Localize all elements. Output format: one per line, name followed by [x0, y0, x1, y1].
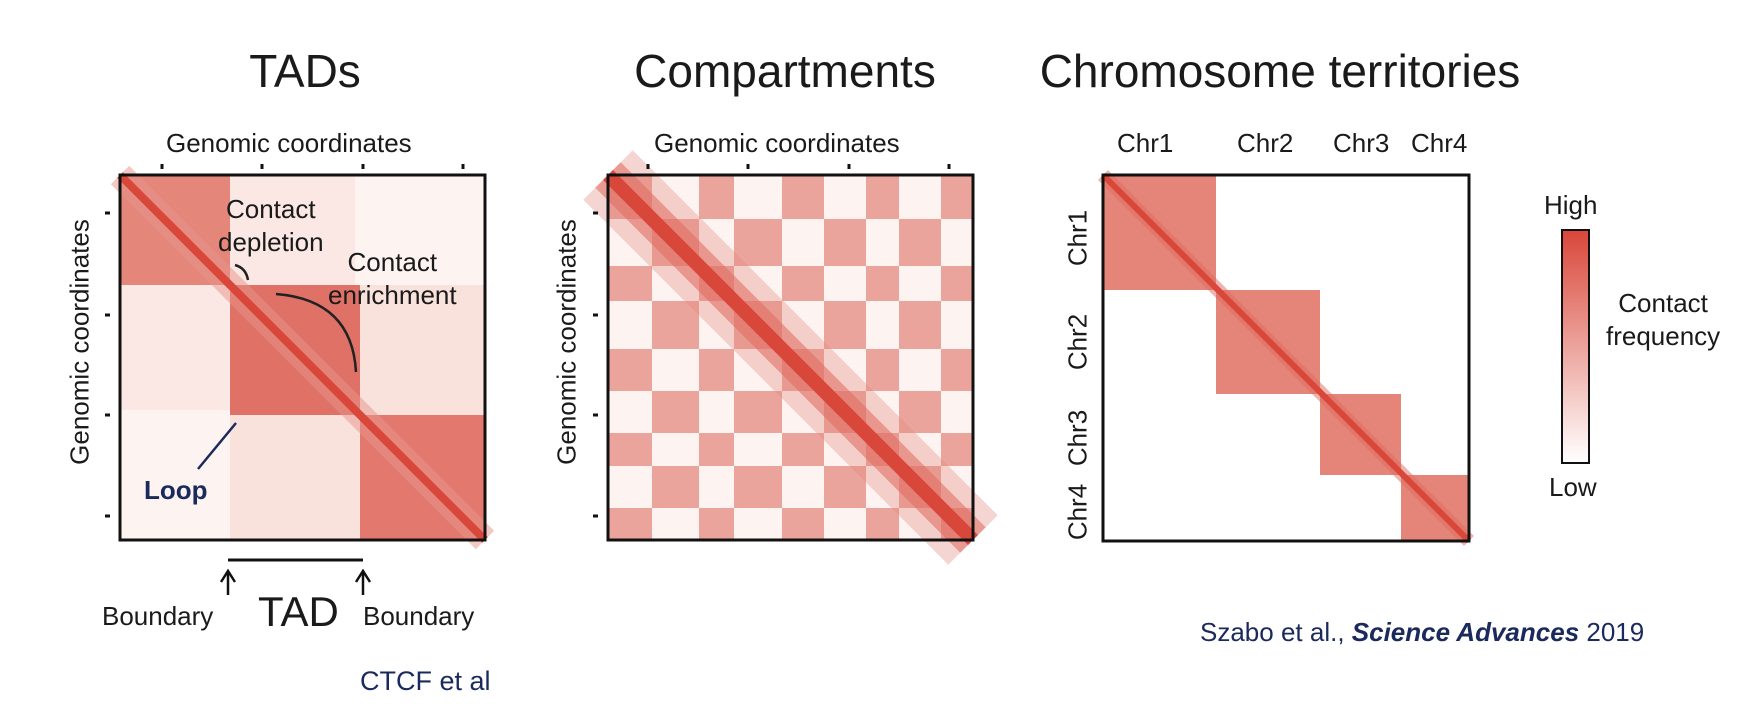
legend-title: Contact frequency	[1606, 287, 1720, 353]
compartment-cell	[699, 508, 734, 540]
contact-depletion-line2: depletion	[218, 227, 324, 257]
compartment-cell	[782, 175, 824, 219]
legend-high-label: High	[1544, 190, 1598, 220]
compartment-cell	[734, 433, 782, 466]
contact-enrichment-line2: enrichment	[328, 280, 457, 310]
compartment-cell	[782, 466, 824, 508]
compartment-cell	[608, 433, 652, 466]
compartment-cell	[734, 466, 782, 508]
tads-y-axis-label: Genomic coordinates	[64, 219, 95, 465]
compartment-cell	[699, 433, 734, 466]
compartment-cell	[782, 508, 824, 540]
citation-authors: Szabo et al.,	[1200, 617, 1352, 647]
compartment-cell	[866, 219, 899, 266]
compartment-cell	[652, 391, 699, 433]
compartments-y-axis-label: Genomic coordinates	[551, 219, 582, 465]
compartment-cell	[782, 219, 824, 266]
compartment-cell	[699, 466, 734, 508]
compartment-cell	[734, 175, 782, 219]
contact-enrichment-label: Contact enrichment	[328, 246, 457, 312]
compartment-cell	[652, 301, 699, 349]
compartment-cell	[824, 508, 866, 540]
chr4-side-label: Chr4	[1062, 483, 1093, 541]
citation-journal: Science Advances	[1351, 617, 1580, 647]
compartment-cell	[899, 391, 941, 433]
tad-label: TAD	[258, 588, 339, 635]
chr1-top-label: Chr1	[1117, 128, 1174, 158]
tads-x-axis-label: Genomic coordinates	[166, 128, 412, 158]
compartment-cell	[824, 466, 866, 508]
compartment-cell	[608, 466, 652, 508]
legend-low-label: Low	[1549, 472, 1597, 502]
legend-title-line1: Contact	[1618, 288, 1708, 318]
chr1-side-label: Chr1	[1062, 209, 1093, 267]
contact-depletion-label: Contact depletion	[218, 193, 324, 259]
legend-title-line2: frequency	[1606, 321, 1721, 351]
tads-heatmap	[110, 165, 495, 550]
compartment-cell	[734, 219, 782, 266]
compartment-cell	[824, 266, 866, 301]
compartment-cell	[699, 175, 734, 219]
compartment-cell	[866, 266, 899, 301]
compartment-cell	[652, 508, 699, 540]
compartments-title: Compartments	[634, 45, 936, 97]
compartment-cell	[866, 508, 899, 540]
compartment-cell	[899, 349, 941, 391]
compartment-cell	[608, 391, 652, 433]
compartment-cell	[824, 301, 866, 349]
compartment-cell	[899, 266, 941, 301]
compartment-cell	[941, 175, 973, 219]
loop-label: Loop	[144, 475, 208, 505]
tads-title: TADs	[249, 45, 361, 97]
tad-bracket	[219, 558, 372, 595]
compartment-cell	[734, 391, 782, 433]
compartment-cell	[652, 466, 699, 508]
territories-heatmap	[1098, 170, 1474, 546]
compartment-cell	[782, 433, 824, 466]
legend-colorbar	[1561, 229, 1590, 464]
compartment-cell	[699, 391, 734, 433]
compartments-x-axis-label: Genomic coordinates	[654, 128, 900, 158]
compartment-cell	[941, 266, 973, 301]
compartment-cell	[899, 219, 941, 266]
compartment-cell	[941, 219, 973, 266]
boundary-left-label: Boundary	[102, 601, 214, 631]
compartment-cell	[899, 175, 941, 219]
compartment-cell	[699, 349, 734, 391]
compartment-cell	[652, 433, 699, 466]
compartment-cell	[608, 266, 652, 301]
chr4-top-label: Chr4	[1411, 128, 1468, 158]
tads-annotation-arcs	[197, 263, 358, 470]
contact-depletion-line1: Contact	[225, 194, 316, 224]
compartments-ticks	[593, 164, 951, 518]
compartment-cell	[824, 175, 866, 219]
ctcf-note: CTCF et al	[360, 666, 491, 696]
compartment-cell	[734, 508, 782, 540]
contact-enrichment-line1: Contact	[347, 247, 438, 277]
compartment-cell	[608, 301, 652, 349]
tads-ticks	[105, 164, 465, 518]
compartment-cell	[652, 349, 699, 391]
compartment-cell	[866, 349, 899, 391]
compartment-cell	[941, 349, 973, 391]
compartment-cell	[608, 349, 652, 391]
chr2-top-label: Chr2	[1237, 128, 1294, 158]
boundary-right-label: Boundary	[363, 601, 475, 631]
compartment-cell	[866, 175, 899, 219]
territories-title: Chromosome territories	[1039, 45, 1521, 97]
compartment-cell	[941, 301, 973, 349]
compartment-cell	[899, 301, 941, 349]
chr3-side-label: Chr3	[1062, 409, 1093, 467]
compartment-cell	[782, 266, 824, 301]
citation: Szabo et al., Science Advances 2019	[1200, 617, 1644, 648]
compartment-cell	[824, 219, 866, 266]
compartments-heatmap	[583, 150, 998, 565]
chr3-top-label: Chr3	[1333, 128, 1390, 158]
citation-year: 2019	[1579, 617, 1645, 647]
compartment-cell	[941, 433, 973, 466]
compartment-cell	[608, 508, 652, 540]
chr2-side-label: Chr2	[1062, 313, 1093, 371]
compartment-cell	[866, 301, 899, 349]
compartment-cell	[941, 391, 973, 433]
